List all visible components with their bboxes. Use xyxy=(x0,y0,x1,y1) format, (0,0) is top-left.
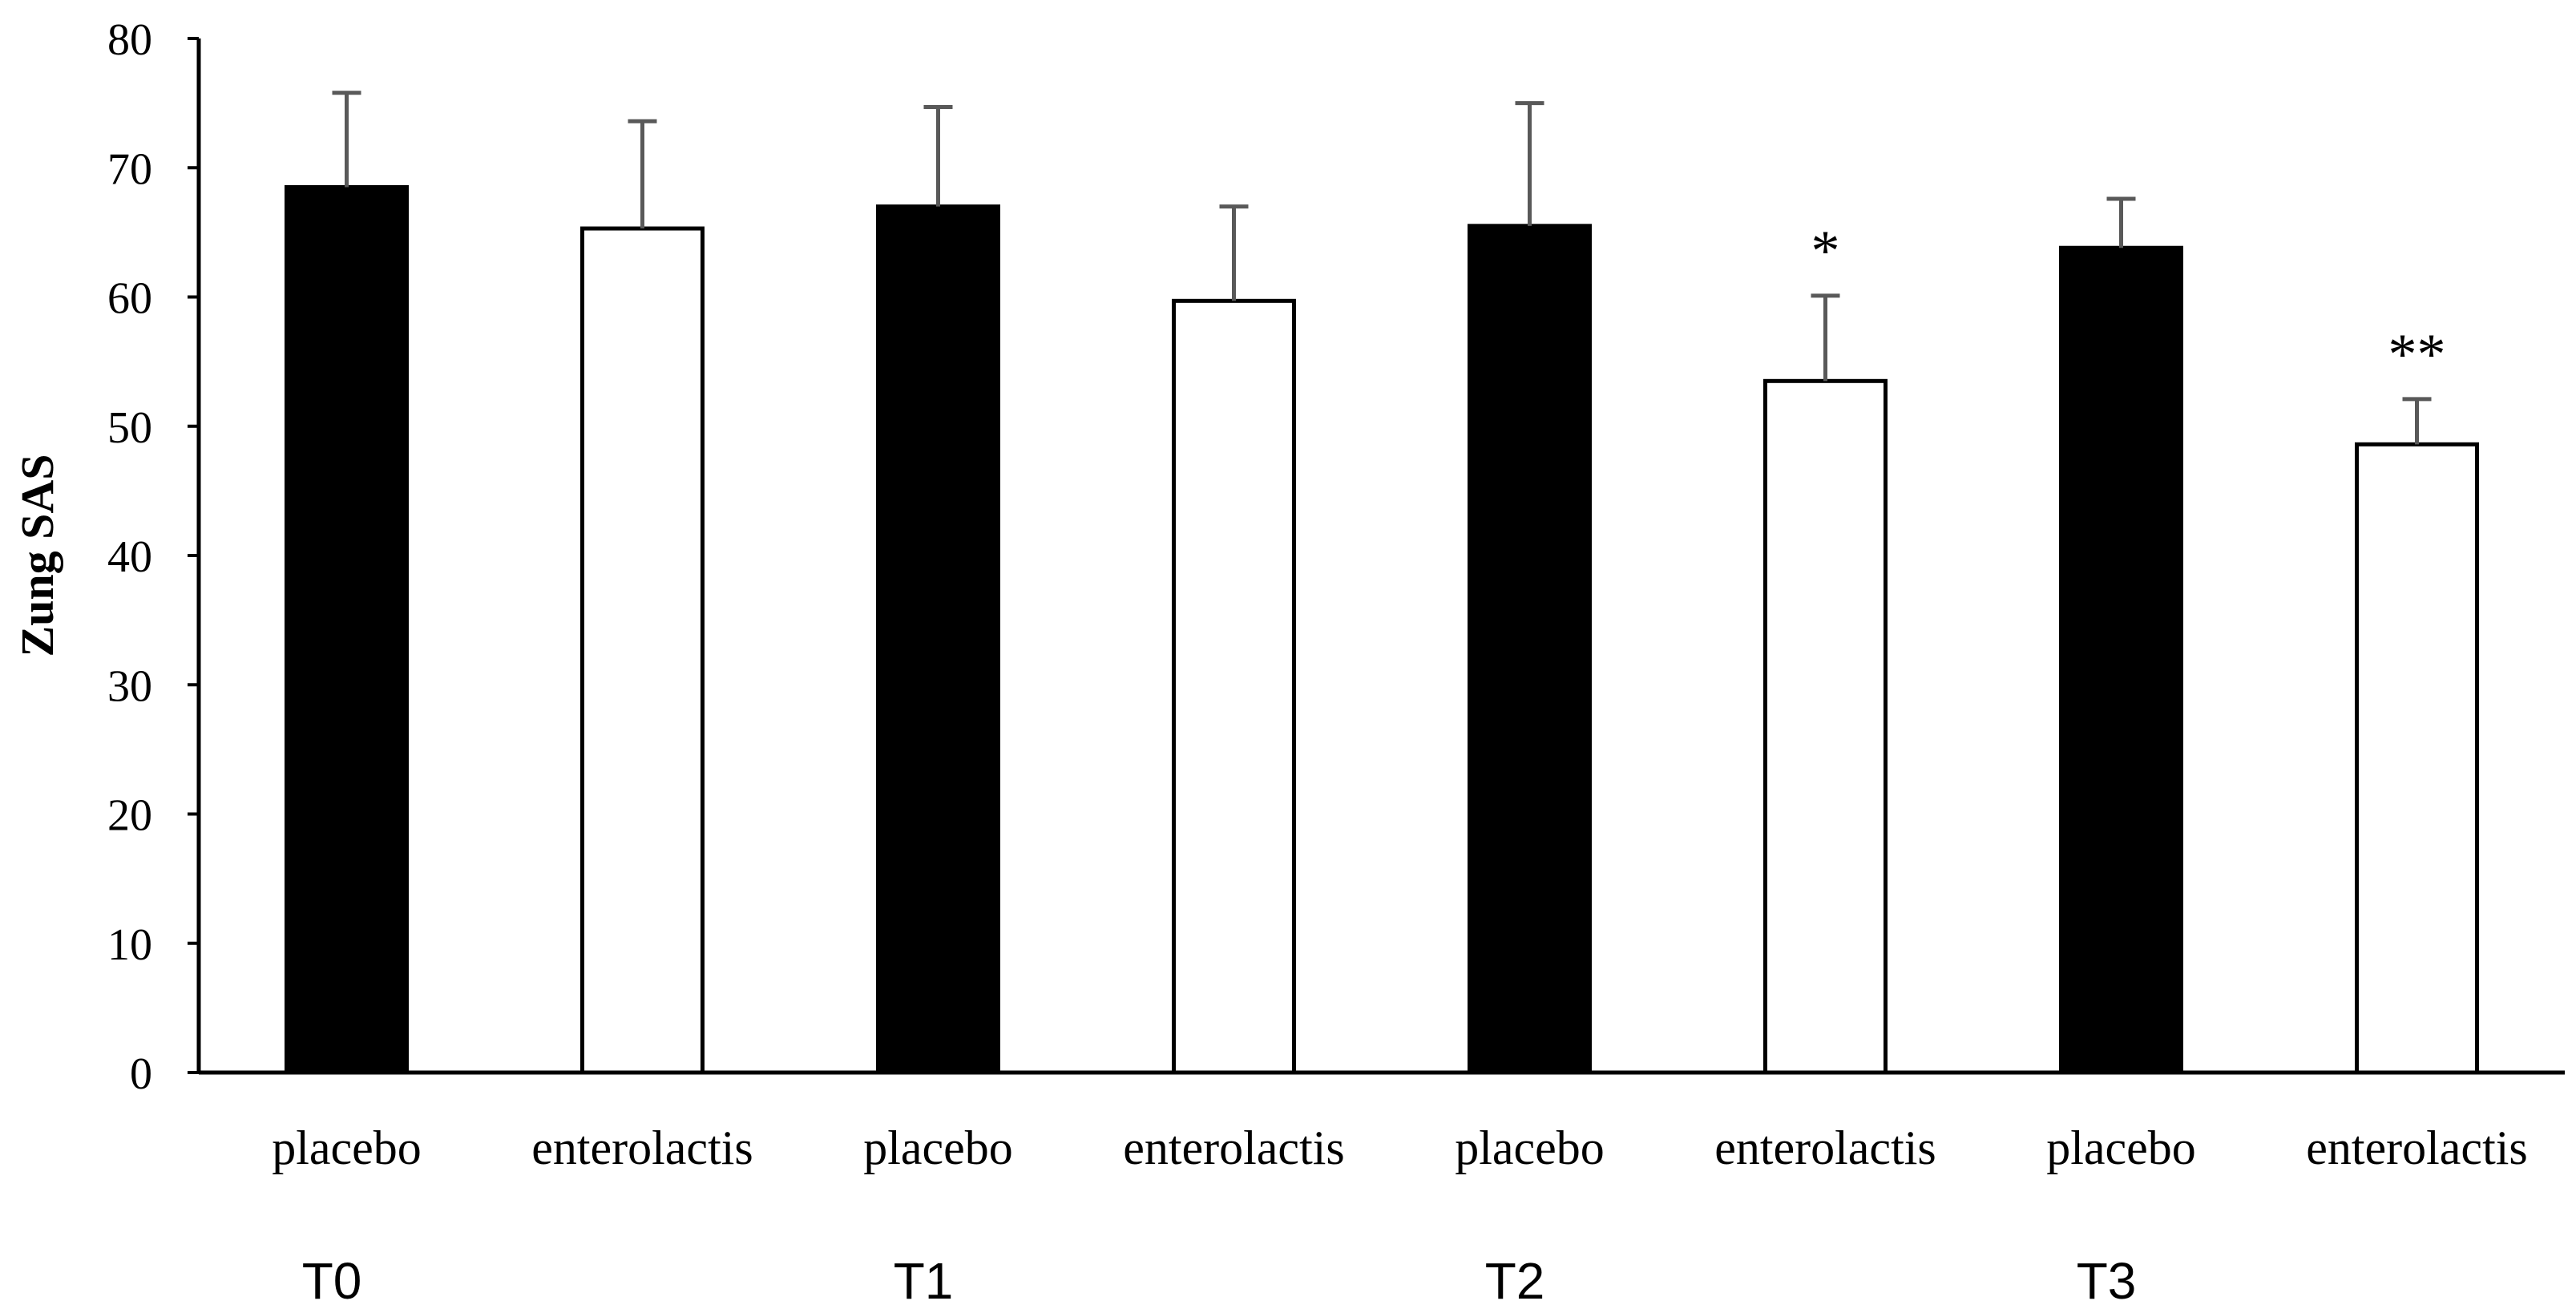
group-label-t3: T3 xyxy=(2077,1252,2137,1309)
bar-placebo-t1 xyxy=(876,204,1000,1075)
category-label: placebo xyxy=(863,1121,1013,1174)
y-tick-label: 30 xyxy=(107,661,152,711)
y-tick-label: 70 xyxy=(107,144,152,194)
group-label-t0: T0 xyxy=(302,1252,362,1309)
bars-layer xyxy=(285,184,2479,1075)
y-tick-label: 80 xyxy=(107,15,152,65)
y-tick-label: 20 xyxy=(107,791,152,841)
category-label: enterolactis xyxy=(1123,1121,1345,1174)
bar-enterolactis-t3 xyxy=(2355,442,2479,1075)
group-label-t1: T1 xyxy=(894,1252,954,1309)
category-label: enterolactis xyxy=(1714,1121,1936,1174)
category-label: enterolactis xyxy=(531,1121,753,1174)
bar-placebo-t0 xyxy=(285,184,409,1075)
group-label-t2: T2 xyxy=(1485,1252,1545,1309)
category-label: placebo xyxy=(1455,1121,1605,1174)
y-tick-label: 50 xyxy=(107,403,152,453)
y-tick-label: 10 xyxy=(107,920,152,970)
bar-placebo-t3 xyxy=(2059,245,2183,1075)
labels-layer: placebo enterolactis placebo enterolactis pl… xyxy=(11,15,2528,1309)
bar-placebo-t2 xyxy=(1468,224,1592,1075)
category-label: placebo xyxy=(272,1121,422,1174)
category-label: enterolactis xyxy=(2306,1121,2528,1174)
y-tick-label: 40 xyxy=(107,532,152,582)
y-axis-label: Zung SAS xyxy=(11,454,63,657)
y-tick-label: 60 xyxy=(107,274,152,324)
significance-mark: ** xyxy=(2388,322,2446,386)
significance-mark: * xyxy=(1811,219,1840,283)
category-label: placebo xyxy=(2046,1121,2196,1174)
y-tick-label: 0 xyxy=(130,1049,152,1099)
bar-enterolactis-t1 xyxy=(1172,298,1296,1075)
axes-layer xyxy=(188,37,2565,1075)
error-bars-layer xyxy=(332,91,2432,445)
bar-enterolactis-t2 xyxy=(1763,378,1888,1075)
bar-enterolactis-t0 xyxy=(580,226,705,1075)
